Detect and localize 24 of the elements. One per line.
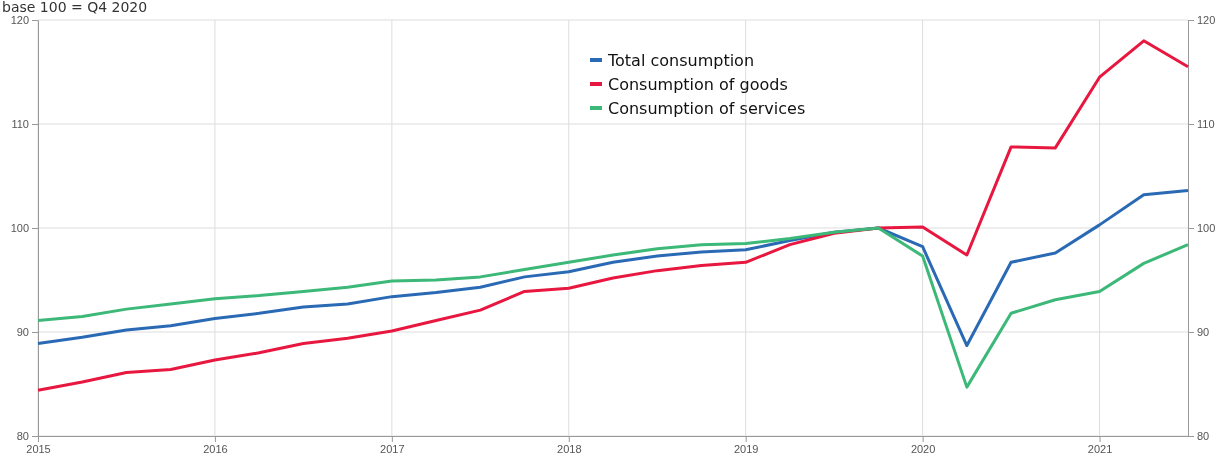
y2-tick-label: 80 (1197, 430, 1210, 443)
line-series (36, 189, 1190, 348)
y-tick-label: 80 (16, 430, 29, 443)
x-tick-label: 2020 (910, 442, 936, 455)
x-tick-label: 2019 (733, 442, 759, 455)
y-tick-label: 90 (16, 326, 29, 339)
legend-label: Total consumption (607, 51, 755, 70)
y2-tick-label: 100 (1197, 222, 1216, 235)
x-tick-label: 2017 (380, 442, 405, 455)
chart-title: base 100 = Q4 2020 (2, 0, 148, 15)
legend-label: Consumption of services (608, 99, 806, 118)
y-tick-label: 100 (10, 222, 29, 235)
y-tick-label: 110 (11, 118, 29, 131)
y2-tick-label: 120 (1197, 14, 1216, 27)
y2-tick-label: 110 (1197, 118, 1215, 131)
line-series (36, 39, 1190, 392)
y2-tick-label: 90 (1197, 326, 1210, 339)
x-tick-label: 2015 (26, 442, 51, 455)
line-series (36, 226, 1190, 389)
legend-label: Consumption of goods (608, 75, 788, 94)
x-tick-label: 2016 (203, 442, 228, 455)
x-tick-label: 2018 (557, 442, 582, 455)
y-tick-label: 120 (10, 14, 29, 27)
x-tick-label: 2021 (1087, 442, 1113, 455)
